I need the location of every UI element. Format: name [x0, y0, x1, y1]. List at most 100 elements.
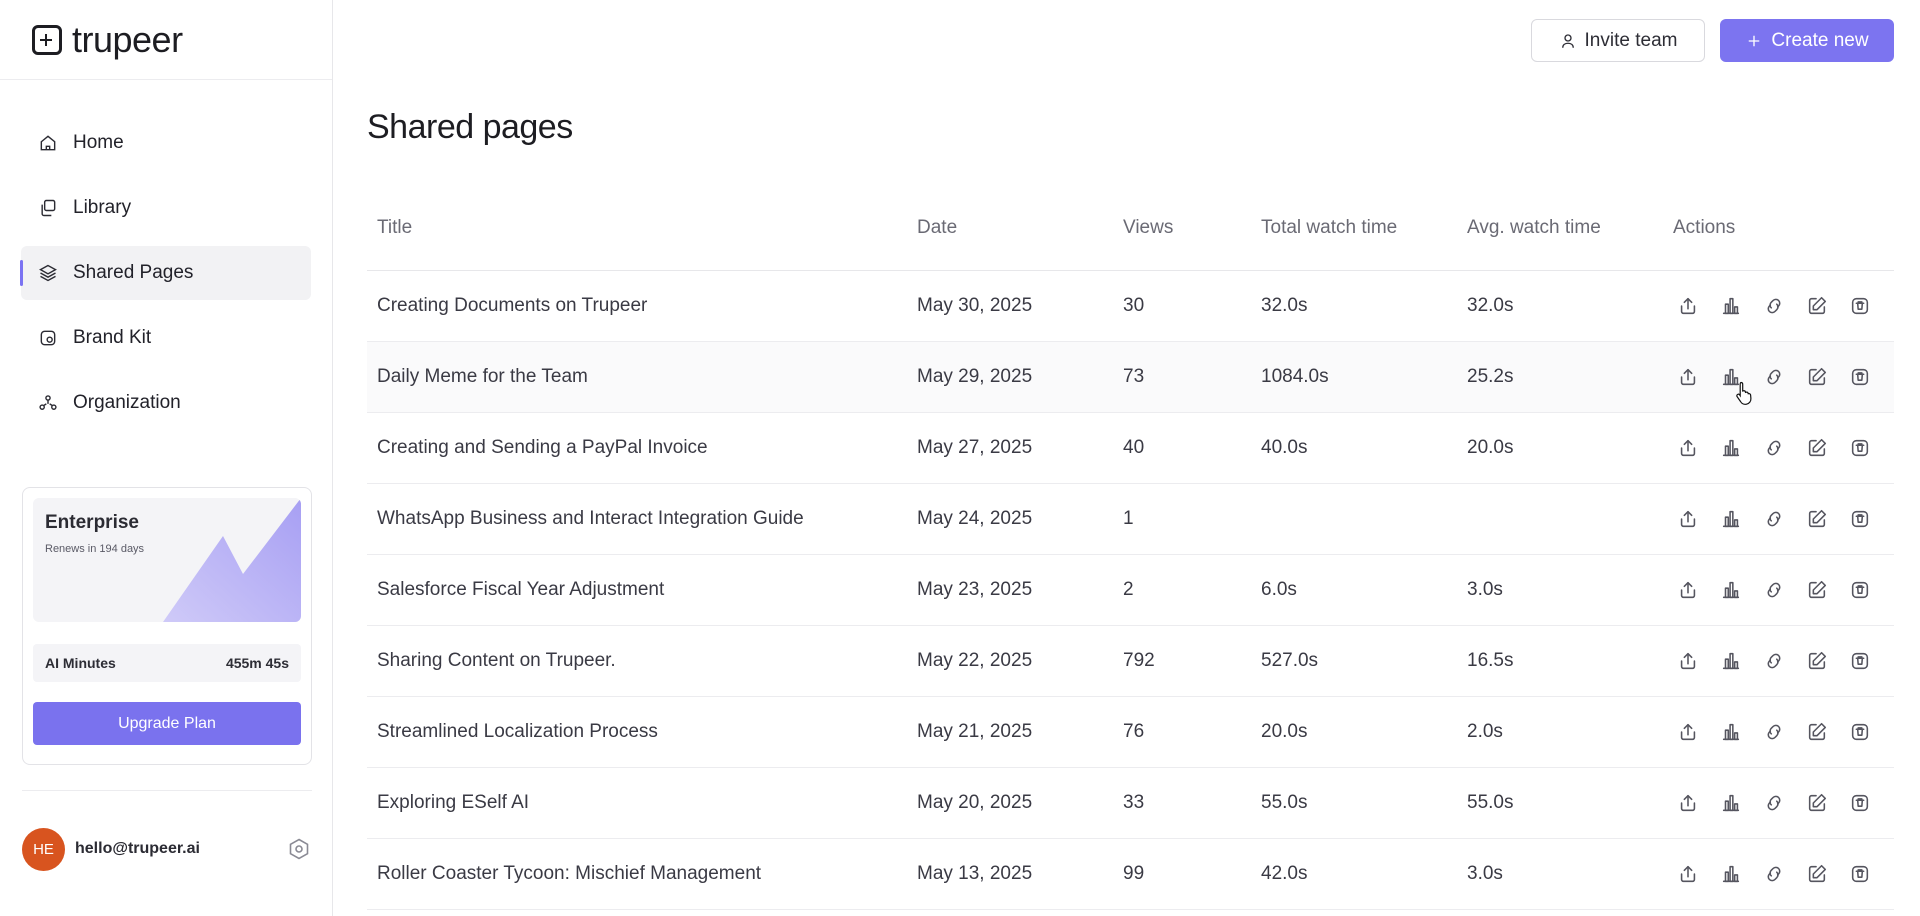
share-button[interactable] [1673, 788, 1716, 818]
copy-link-button[interactable] [1759, 362, 1802, 392]
copy-link-button[interactable] [1759, 291, 1802, 321]
table-row[interactable]: Roller Coaster Tycoon: Mischief Manageme… [367, 839, 1894, 910]
upgrade-plan-button[interactable]: Upgrade Plan [33, 702, 301, 745]
ai-minutes-label: AI Minutes [45, 655, 116, 671]
sidebar-item-shared-pages[interactable]: Shared Pages [20, 246, 311, 300]
copy-link-button[interactable] [1759, 646, 1802, 676]
column-header-total-watch-time[interactable]: Total watch time [1261, 217, 1398, 238]
cell-views: 2 [1123, 579, 1134, 600]
invite-team-button[interactable]: Invite team [1531, 19, 1705, 62]
column-header-views[interactable]: Views [1123, 217, 1174, 238]
copy-link-button[interactable] [1759, 717, 1802, 747]
edit-icon [1808, 509, 1827, 528]
link-icon [1767, 653, 1781, 669]
column-header-title[interactable]: Title [377, 217, 413, 238]
cell-title[interactable]: Streamlined Localization Process [377, 721, 658, 742]
sidebar-item-organization[interactable]: Organization [21, 376, 311, 430]
cell-total-watch-time: 32.0s [1261, 295, 1308, 316]
share-button[interactable] [1673, 291, 1716, 321]
logo[interactable]: trupeer [0, 0, 332, 80]
edit-icon [1808, 793, 1827, 812]
link-icon [1767, 369, 1781, 385]
analytics-button[interactable] [1716, 291, 1759, 321]
avatar[interactable]: HE [22, 827, 65, 871]
cell-title[interactable]: Daily Meme for the Team [377, 366, 588, 387]
cell-title[interactable]: Creating Documents on Trupeer [377, 295, 648, 316]
cell-title[interactable]: Salesforce Fiscal Year Adjustment [377, 579, 665, 600]
analytics-button[interactable] [1716, 717, 1759, 747]
sidebar-item-brand-kit[interactable]: Brand Kit [21, 311, 311, 365]
analytics-button[interactable] [1716, 362, 1759, 392]
sidebar-item-library[interactable]: Library [21, 181, 311, 235]
delete-button[interactable] [1845, 504, 1888, 534]
edit-button[interactable] [1802, 575, 1845, 605]
share-button[interactable] [1673, 362, 1716, 392]
table-row[interactable]: Sharing Content on Trupeer. May 22, 2025 7… [367, 626, 1894, 697]
cell-views: 33 [1123, 792, 1145, 813]
edit-button[interactable] [1802, 788, 1845, 818]
table-header: Title Date Views Total watch time Avg. w… [367, 186, 1894, 271]
share-button[interactable] [1673, 504, 1716, 534]
create-new-button[interactable]: Create new [1720, 19, 1894, 62]
share-button[interactable] [1673, 859, 1716, 889]
delete-button[interactable] [1845, 717, 1888, 747]
link-icon [1767, 724, 1781, 740]
table-row[interactable]: Creating and Sending a PayPal Invoice May… [367, 413, 1894, 484]
link-icon [1767, 440, 1781, 456]
table-row[interactable]: Salesforce Fiscal Year Adjustment May 23,… [367, 555, 1894, 626]
settings-button[interactable] [286, 836, 312, 862]
analytics-button[interactable] [1716, 433, 1759, 463]
copy-link-button[interactable] [1759, 575, 1802, 605]
analytics-button[interactable] [1716, 646, 1759, 676]
share-button[interactable] [1673, 433, 1716, 463]
table-row[interactable]: Exploring ESelf AI May 20, 2025 33 55.0s 55.… [367, 768, 1894, 839]
delete-button[interactable] [1845, 433, 1888, 463]
copy-link-button[interactable] [1759, 788, 1802, 818]
delete-button[interactable] [1845, 362, 1888, 392]
column-header-avg-watch-time[interactable]: Avg. watch time [1467, 217, 1601, 238]
share-button[interactable] [1673, 646, 1716, 676]
invite-team-label: Invite team [1584, 29, 1678, 51]
column-header-date[interactable]: Date [917, 217, 958, 238]
settings-icon [289, 838, 309, 860]
cell-title[interactable]: Exploring ESelf AI [377, 792, 530, 813]
cell-title[interactable]: Roller Coaster Tycoon: Mischief Manageme… [377, 863, 762, 884]
delete-button[interactable] [1845, 788, 1888, 818]
cell-title[interactable]: WhatsApp Business and Interact Integrati… [377, 508, 804, 529]
edit-button[interactable] [1802, 717, 1845, 747]
share-button[interactable] [1673, 575, 1716, 605]
cell-date: May 20, 2025 [917, 792, 1033, 813]
sidebar-item-home[interactable]: Home [21, 116, 311, 170]
edit-button[interactable] [1802, 646, 1845, 676]
delete-icon [1851, 723, 1869, 741]
link-icon [1767, 795, 1781, 811]
cell-views: 792 [1123, 650, 1155, 671]
table-row[interactable]: Streamlined Localization Process May 21, … [367, 697, 1894, 768]
delete-button[interactable] [1845, 575, 1888, 605]
edit-button[interactable] [1802, 433, 1845, 463]
edit-button[interactable] [1802, 859, 1845, 889]
share-button[interactable] [1673, 717, 1716, 747]
cell-avg-watch-time: 16.5s [1467, 650, 1514, 671]
edit-button[interactable] [1802, 291, 1845, 321]
analytics-button[interactable] [1716, 788, 1759, 818]
delete-button[interactable] [1845, 291, 1888, 321]
delete-button[interactable] [1845, 646, 1888, 676]
edit-button[interactable] [1802, 362, 1845, 392]
edit-button[interactable] [1802, 504, 1845, 534]
cell-title[interactable]: Sharing Content on Trupeer. [377, 650, 616, 671]
table-row[interactable]: WhatsApp Business and Interact Integrati… [367, 484, 1894, 555]
copy-link-button[interactable] [1759, 504, 1802, 534]
analytics-button[interactable] [1716, 575, 1759, 605]
analytics-button[interactable] [1716, 504, 1759, 534]
plan-name: Enterprise [45, 512, 139, 533]
analytics-button[interactable] [1716, 859, 1759, 889]
cell-title[interactable]: Creating and Sending a PayPal Invoice [377, 437, 708, 458]
ai-minutes-row: AI Minutes 455m 45s [33, 644, 301, 682]
delete-button[interactable] [1845, 859, 1888, 889]
copy-link-button[interactable] [1759, 433, 1802, 463]
copy-link-button[interactable] [1759, 859, 1802, 889]
table-row[interactable]: Daily Meme for the Team May 29, 2025 73 108… [367, 342, 1894, 413]
sidebar: trupeer Home Library Shared Pages Brand … [0, 0, 333, 916]
table-row[interactable]: Creating Documents on Trupeer May 30, 202… [367, 271, 1894, 342]
